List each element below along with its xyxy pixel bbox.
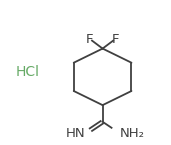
Text: NH₂: NH₂ xyxy=(120,127,145,140)
Text: HCl: HCl xyxy=(15,66,39,79)
Text: F: F xyxy=(86,33,94,46)
Text: HN: HN xyxy=(66,127,86,140)
Text: F: F xyxy=(112,33,119,46)
